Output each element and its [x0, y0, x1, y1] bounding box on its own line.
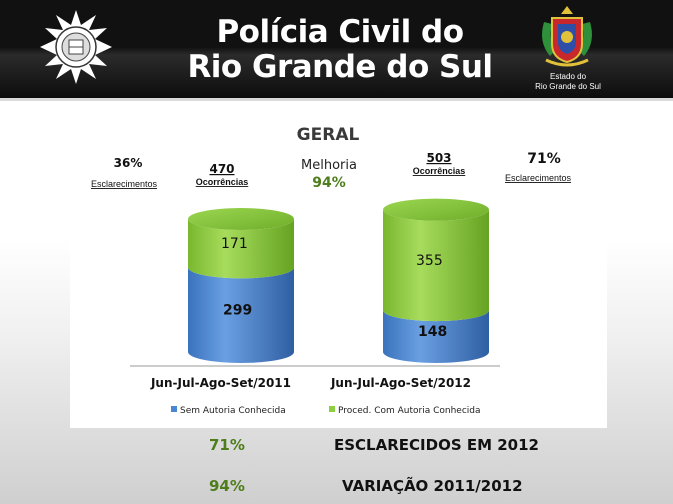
state-label-line1: Estado do: [549, 72, 587, 81]
total-2012-label: Ocorrências: [413, 166, 466, 176]
category-label-2012: Jun-Jul-Ago-Set/2012: [330, 376, 471, 390]
state-label: Estado do Rio Grande do Sul: [522, 72, 614, 92]
header-title-line2: Rio Grande do Sul: [187, 49, 493, 85]
bar-top-cap-0: [188, 207, 294, 230]
data-label-com-autoria-1: 355: [416, 253, 443, 269]
legend-swatch-com-autoria: [329, 406, 335, 412]
header-divider: [0, 98, 673, 101]
clearance-2012-value: 71%: [527, 151, 561, 167]
data-label-sem-autoria-0: 299: [223, 303, 252, 319]
category-label-2011: Jun-Jul-Ago-Set/2011: [150, 376, 291, 390]
legend-label-com-autoria: Proced. Com Autoria Conhecida: [338, 406, 481, 416]
bar-com-autoria-0: [188, 218, 294, 279]
bar-top-cap-1: [383, 198, 489, 221]
clearance-2011-label: Esclarecimentos: [91, 179, 158, 189]
clearance-2012-label: Esclarecimentos: [505, 173, 572, 183]
state-coat-of-arms-icon: [542, 6, 592, 67]
chart-panel: GERAL 36% Esclarecimentos 470 Ocorrência…: [70, 108, 607, 428]
improvement-value: 94%: [312, 175, 346, 191]
header-title-line1: Polícia Civil do: [216, 14, 464, 50]
summary-value-2: 94%: [209, 477, 245, 495]
data-label-com-autoria-0: 171: [221, 236, 248, 252]
total-2011-label: Ocorrências: [196, 177, 249, 187]
total-2011-value: 470: [209, 162, 234, 176]
total-2012-value: 503: [426, 151, 451, 165]
police-badge-icon: [40, 10, 112, 84]
data-label-sem-autoria-1: 148: [418, 324, 447, 340]
legend-swatch-sem-autoria: [171, 406, 177, 412]
legend-label-sem-autoria: Sem Autoria Conhecida: [180, 406, 286, 416]
summary-label-2: VARIAÇÃO 2011/2012: [342, 477, 523, 495]
bar-com-autoria-1: [383, 209, 489, 322]
clearance-2011-value: 36%: [114, 156, 143, 170]
stacked-cylinder-chart: GERAL 36% Esclarecimentos 470 Ocorrência…: [91, 125, 572, 416]
bar-sem-autoria-0: [188, 267, 294, 363]
bar-sem-autoria-1: [383, 310, 489, 363]
state-label-line2: Rio Grande do Sul: [535, 82, 601, 91]
summary-value-1: 71%: [209, 436, 245, 454]
summary-label-1: ESCLARECIDOS EM 2012: [334, 436, 539, 454]
chart-title: GERAL: [297, 125, 360, 145]
improvement-label: Melhoria: [301, 158, 357, 173]
